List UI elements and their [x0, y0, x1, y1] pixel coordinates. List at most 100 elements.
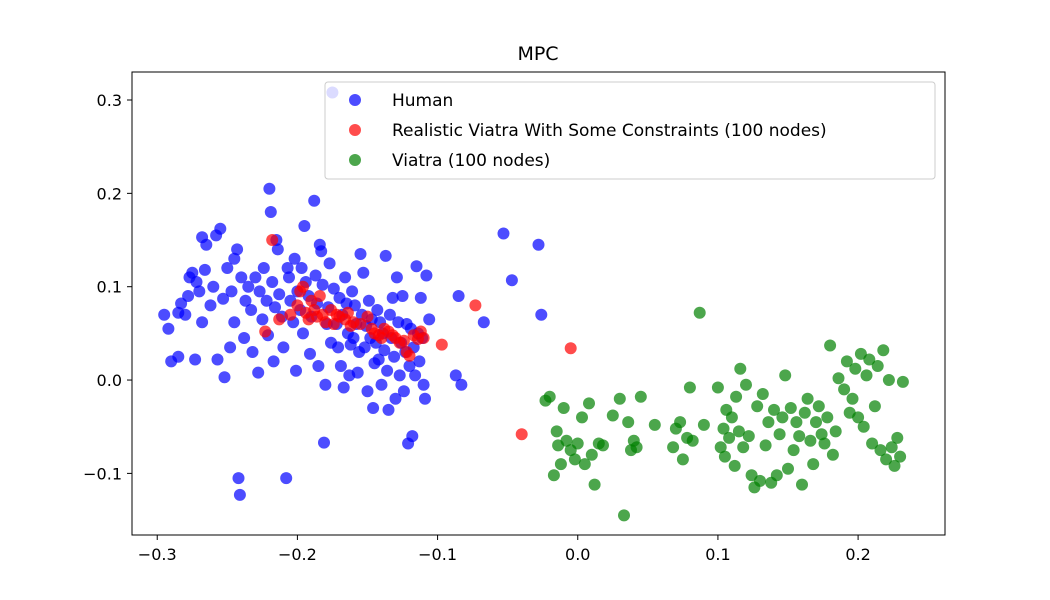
- data-point: [606, 409, 619, 422]
- series-1: [259, 234, 577, 441]
- data-point: [585, 448, 598, 461]
- data-point: [257, 262, 270, 274]
- data-point: [754, 474, 766, 487]
- data-point: [796, 478, 808, 491]
- data-point: [235, 271, 248, 284]
- data-point: [288, 252, 301, 265]
- data-point: [200, 238, 213, 251]
- chart-title: MPC: [517, 43, 558, 65]
- data-point: [271, 243, 284, 256]
- data-point: [298, 220, 311, 232]
- data-point: [560, 434, 573, 447]
- data-point: [849, 362, 862, 375]
- data-point: [860, 369, 873, 382]
- data-point: [175, 297, 188, 310]
- data-point: [361, 385, 374, 398]
- data-point: [323, 257, 336, 270]
- data-point: [768, 403, 780, 416]
- data-point: [423, 313, 436, 326]
- data-point: [568, 453, 581, 466]
- data-point: [225, 285, 238, 298]
- data-point: [697, 418, 710, 431]
- data-point: [318, 436, 330, 449]
- data-point: [770, 469, 783, 482]
- legend-marker: [349, 154, 361, 166]
- points-layer: [158, 86, 909, 522]
- data-point: [207, 280, 220, 293]
- data-point: [291, 299, 304, 312]
- data-point: [417, 332, 430, 344]
- data-point: [676, 453, 689, 466]
- data-point: [711, 381, 724, 394]
- data-point: [419, 392, 431, 405]
- data-point: [435, 338, 448, 351]
- data-point: [742, 430, 755, 443]
- axes-frame: [131, 71, 946, 536]
- data-point: [532, 238, 545, 251]
- data-point: [383, 308, 396, 321]
- data-point: [224, 341, 237, 354]
- data-point: [339, 271, 352, 284]
- data-point: [228, 252, 241, 265]
- data-point: [361, 310, 374, 323]
- x-tick-label: 0.1: [705, 545, 730, 564]
- data-point: [762, 416, 775, 429]
- data-point: [351, 366, 364, 379]
- data-point: [829, 425, 842, 438]
- data-point: [358, 341, 371, 354]
- legend-label: Realistic Viatra With Some Constraints (…: [392, 121, 827, 141]
- data-point: [818, 437, 831, 450]
- data-point: [557, 402, 570, 414]
- data-point: [824, 339, 837, 352]
- data-point: [341, 306, 354, 319]
- data-point: [172, 350, 185, 363]
- data-point: [381, 364, 394, 377]
- data-point: [515, 428, 528, 441]
- data-point: [260, 294, 273, 307]
- data-point: [686, 434, 699, 447]
- data-point: [327, 282, 340, 295]
- data-point: [186, 266, 199, 279]
- data-point: [280, 472, 293, 485]
- data-point: [877, 344, 890, 357]
- data-point: [372, 353, 385, 366]
- data-point: [211, 353, 224, 366]
- data-point: [732, 425, 745, 438]
- data-point: [505, 274, 518, 287]
- data-point: [403, 360, 416, 372]
- data-point: [397, 334, 410, 347]
- data-point: [896, 375, 909, 388]
- data-point: [409, 369, 422, 382]
- data-point: [389, 392, 402, 405]
- data-point: [371, 304, 384, 316]
- data-point: [413, 355, 426, 368]
- ticks-layer: −0.3 −0.2 −0.1 0.0 0.1 0.2 −0.1 0.0 0.1 0.2 0.3: [83, 91, 871, 564]
- data-point: [249, 271, 262, 284]
- data-point: [232, 472, 245, 485]
- data-point: [477, 316, 490, 329]
- data-point: [245, 304, 258, 316]
- data-point: [238, 332, 251, 344]
- legend-marker: [349, 94, 361, 106]
- data-point: [576, 411, 588, 424]
- data-point: [891, 431, 904, 444]
- data-point: [894, 450, 907, 463]
- data-point: [267, 355, 280, 368]
- data-point: [618, 509, 630, 522]
- data-point: [718, 450, 731, 463]
- data-point: [198, 263, 211, 276]
- data-point: [728, 459, 741, 472]
- data-point: [420, 269, 433, 282]
- data-point: [821, 411, 834, 424]
- data-point: [547, 469, 560, 482]
- data-point: [382, 403, 395, 416]
- data-point: [588, 478, 601, 491]
- data-point: [242, 280, 255, 293]
- data-point: [564, 342, 577, 355]
- legend: Human Realistic Viatra With Some Constrai…: [324, 81, 936, 180]
- data-point: [730, 390, 743, 403]
- data-point: [717, 422, 730, 435]
- data-point: [812, 400, 825, 413]
- data-point: [737, 441, 750, 454]
